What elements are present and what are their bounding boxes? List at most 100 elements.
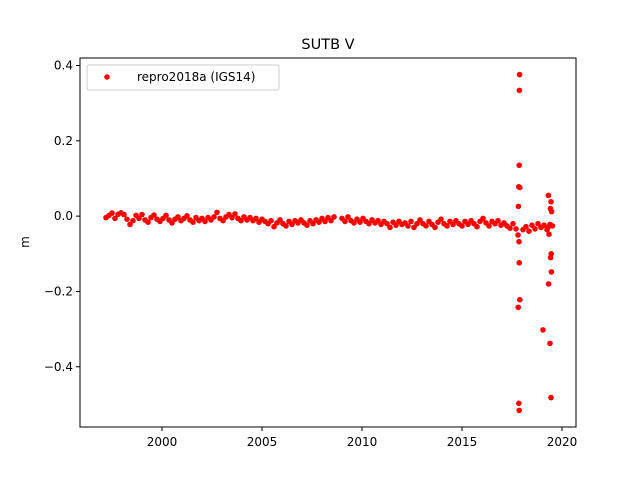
data-point xyxy=(310,220,316,227)
data-point xyxy=(546,231,552,237)
data-point xyxy=(516,71,523,78)
data-point xyxy=(548,269,555,275)
data-point xyxy=(190,219,196,225)
data-point xyxy=(548,199,554,205)
data-point xyxy=(480,215,486,222)
data-point xyxy=(526,228,532,234)
data-point xyxy=(495,217,501,224)
data-point xyxy=(283,223,289,229)
y-tick-label: −0.4 xyxy=(44,360,73,374)
chart-title: SUTB V xyxy=(301,37,354,53)
data-point xyxy=(465,221,471,228)
data-point xyxy=(375,217,381,224)
data-point xyxy=(516,400,522,407)
x-axis: 2000 2005 2010 2015 2020 xyxy=(147,427,578,449)
data-point xyxy=(444,223,450,229)
data-point xyxy=(474,223,480,230)
data-point xyxy=(515,203,522,210)
legend-label: repro2018a (IGS14) xyxy=(137,70,255,84)
data-point xyxy=(516,407,522,414)
data-point xyxy=(139,211,145,218)
data-points xyxy=(103,71,556,414)
data-point xyxy=(345,214,351,220)
data-point xyxy=(316,219,322,225)
data-point xyxy=(423,223,429,229)
data-point xyxy=(151,212,157,218)
data-point xyxy=(232,211,238,217)
data-point xyxy=(328,217,334,224)
data-point xyxy=(253,215,259,222)
data-point xyxy=(127,221,133,228)
data-point xyxy=(384,220,390,227)
x-tick-label: 2015 xyxy=(447,435,478,449)
data-point xyxy=(175,214,181,220)
data-point xyxy=(238,217,244,224)
data-point xyxy=(109,210,115,216)
data-point xyxy=(277,217,283,223)
data-point xyxy=(548,208,555,215)
legend-box xyxy=(86,64,280,91)
plot-frame xyxy=(79,57,577,428)
data-point xyxy=(535,220,541,227)
data-point xyxy=(163,212,169,219)
data-point xyxy=(289,221,295,228)
data-point xyxy=(516,87,523,94)
data-point xyxy=(517,184,523,191)
data-point xyxy=(510,220,516,227)
y-tick-label: 0.0 xyxy=(54,209,73,223)
data-point xyxy=(211,214,217,220)
data-point xyxy=(304,222,310,228)
data-point xyxy=(529,222,535,228)
data-point xyxy=(322,218,328,225)
data-point xyxy=(414,220,420,227)
legend: repro2018a (IGS14) xyxy=(86,64,280,91)
data-point xyxy=(366,220,372,227)
data-point xyxy=(548,394,554,401)
data-point xyxy=(507,225,513,231)
data-point xyxy=(387,224,393,231)
data-point xyxy=(516,260,522,266)
data-point xyxy=(331,214,337,220)
data-point xyxy=(342,218,348,225)
data-point xyxy=(523,223,529,230)
data-point xyxy=(432,224,438,231)
data-point xyxy=(532,226,538,232)
data-point xyxy=(124,216,130,222)
data-point xyxy=(516,238,522,245)
data-point xyxy=(459,223,465,229)
x-tick-label: 2005 xyxy=(247,435,278,449)
data-point xyxy=(515,304,521,311)
data-point xyxy=(202,218,208,225)
data-point xyxy=(268,217,274,224)
data-point xyxy=(411,224,417,231)
data-point xyxy=(517,296,523,303)
data-point xyxy=(169,220,175,226)
y-tick-label: −0.2 xyxy=(44,284,73,298)
data-point xyxy=(136,215,142,222)
data-point xyxy=(271,223,277,230)
x-tick-label: 2000 xyxy=(147,435,178,449)
data-point xyxy=(214,209,220,216)
data-point xyxy=(229,214,235,221)
data-point xyxy=(145,219,151,225)
data-point xyxy=(547,254,554,261)
data-point xyxy=(516,162,522,169)
data-point xyxy=(438,216,444,222)
data-point xyxy=(545,281,552,287)
data-point xyxy=(220,217,226,224)
data-point xyxy=(513,226,519,232)
data-point xyxy=(549,223,556,229)
data-point xyxy=(393,222,399,228)
data-point xyxy=(121,211,127,218)
data-point xyxy=(450,221,456,228)
data-point xyxy=(184,213,190,219)
data-point xyxy=(112,215,118,222)
x-tick-label: 2020 xyxy=(547,435,578,449)
data-point xyxy=(351,220,357,226)
y-tick-label: 0.2 xyxy=(54,134,73,148)
data-point xyxy=(405,223,411,229)
data-point xyxy=(486,223,492,229)
data-point xyxy=(540,327,546,333)
legend-marker xyxy=(104,74,110,80)
